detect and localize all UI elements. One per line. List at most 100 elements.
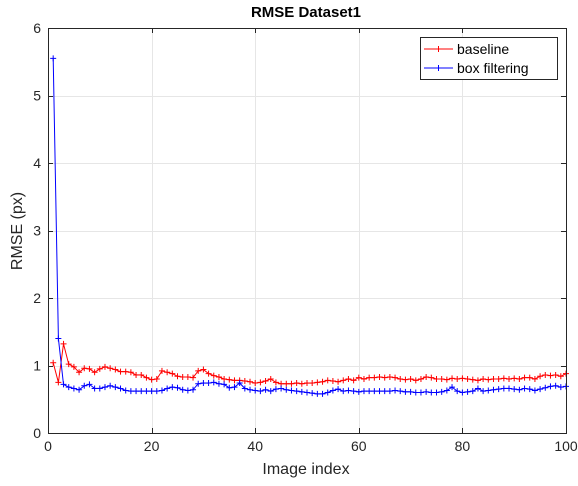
data-point-baseline [200,366,207,373]
data-point-baseline [355,374,362,381]
data-point-baseline [521,374,528,381]
x-tick-label: 60 [351,438,367,454]
data-point-box-filtering [288,387,295,394]
data-point-baseline [371,374,378,381]
data-point-baseline [257,379,264,386]
data-point-baseline [231,377,238,384]
data-point-box-filtering [50,55,57,62]
data-point-box-filtering [247,386,254,393]
data-point-baseline [76,369,83,376]
data-point-box-filtering [304,389,310,396]
data-point-box-filtering [215,380,222,387]
data-point-baseline [547,372,554,379]
data-point-baseline [490,376,497,382]
data-point-box-filtering [262,386,269,393]
ticks: 0 20 40 60 80 100 0 1 2 3 4 5 6 [33,20,578,454]
data-point-baseline [314,379,321,386]
data-point-box-filtering [531,387,538,394]
data-point-box-filtering [428,389,435,396]
data-point-box-filtering [366,388,373,395]
data-point-box-filtering [117,385,124,392]
data-point-box-filtering [511,386,518,393]
data-point-box-filtering [164,385,171,392]
legend-marker-baseline [435,46,442,52]
x-tick-label: 40 [247,438,263,454]
data-point-baseline [392,374,399,381]
data-point-box-filtering [278,385,285,392]
y-tick-label: 2 [33,290,41,306]
data-point-baseline [179,373,186,380]
legend-label-baseline: baseline [457,41,509,57]
data-point-baseline [329,378,336,385]
data-point-baseline [252,380,259,387]
data-point-box-filtering [205,380,212,387]
data-point-box-filtering [101,384,108,391]
data-point-baseline [262,378,269,385]
data-point-box-filtering [55,335,62,342]
data-point-baseline [335,378,342,385]
data-point-baseline [474,377,481,384]
legend: baseline box filtering [420,37,558,80]
data-point-box-filtering [500,385,507,392]
data-point-box-filtering [542,384,549,391]
x-tick-label: 0 [44,438,52,454]
data-point-baseline [537,373,544,380]
data-point-box-filtering [526,386,533,393]
legend-box [420,37,558,80]
plot-area [48,28,566,433]
data-point-box-filtering [91,385,98,392]
data-point-baseline [516,376,523,382]
data-point-box-filtering [60,381,67,388]
data-point-box-filtering [293,388,300,395]
data-point-box-filtering [495,386,502,393]
data-point-baseline [449,375,456,382]
y-tick-label: 3 [33,223,41,239]
data-point-box-filtering [547,383,554,390]
data-point-baseline [195,367,202,374]
y-tick-label: 6 [33,20,41,36]
data-point-box-filtering [392,387,399,394]
data-point-baseline [272,379,279,386]
data-point-baseline [469,376,476,383]
data-point-box-filtering [81,382,88,389]
data-point-box-filtering [449,384,456,391]
data-point-baseline [169,370,176,377]
data-point-baseline [112,366,119,373]
data-point-baseline [190,374,197,381]
data-point-baseline [117,368,124,375]
data-point-box-filtering [148,388,155,395]
data-point-baseline [350,377,357,384]
data-point-baseline [557,373,564,380]
data-point-baseline [86,365,93,372]
data-point-box-filtering [376,388,383,395]
data-point-baseline [283,380,290,387]
data-point-box-filtering [345,387,352,394]
data-point-box-filtering [474,385,481,392]
data-point-box-filtering [454,388,461,395]
y-tick-label: 0 [33,425,41,441]
data-point-baseline [438,376,445,382]
data-point-baseline [376,373,383,380]
data-point-box-filtering [226,384,233,391]
data-point-baseline [127,369,134,376]
data-point-baseline [60,340,67,347]
data-point-baseline [226,376,233,383]
series-box-filtering [50,55,569,397]
data-point-box-filtering [133,388,140,395]
data-point-box-filtering [412,389,419,396]
data-point-baseline [91,369,98,376]
data-point-box-filtering [516,386,523,393]
data-point-baseline [148,376,155,383]
data-point-box-filtering [236,380,243,387]
data-point-box-filtering [350,388,357,395]
data-point-baseline [288,380,295,387]
data-point-box-filtering [267,388,274,395]
data-point-baseline [428,374,435,381]
data-point-box-filtering [221,381,228,388]
data-point-baseline [552,371,559,378]
data-point-box-filtering [283,386,290,393]
data-point-baseline [205,370,212,377]
data-point-box-filtering [521,385,528,392]
data-point-box-filtering [86,381,93,388]
data-point-box-filtering [257,388,264,395]
